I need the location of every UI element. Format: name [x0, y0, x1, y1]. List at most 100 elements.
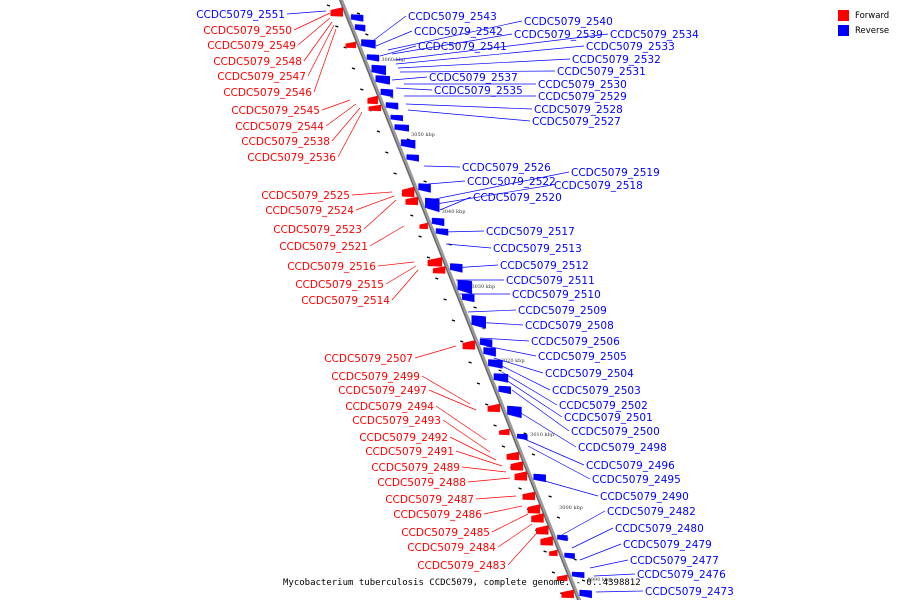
tick-label: 3000 kbp	[559, 505, 583, 511]
connector-line	[399, 70, 556, 73]
gene-label-ccdc5079-2530: CCDC5079_2530	[538, 79, 627, 91]
gene-highlight	[433, 273, 446, 276]
label-connectors	[286, 10, 644, 593]
tick-dash	[518, 487, 522, 490]
gene-label-ccdc5079-2538: CCDC5079_2538	[241, 136, 330, 148]
gene-label-ccdc5079-2523: CCDC5079_2523	[273, 224, 362, 236]
forward-gene-block	[368, 104, 382, 112]
connector-line	[385, 265, 417, 285]
reverse-gene-block	[461, 293, 475, 303]
gene-label-ccdc5079-2528: CCDC5079_2528	[534, 104, 623, 116]
gene-highlight	[330, 15, 343, 19]
tick-label: 2990 kbp	[588, 577, 612, 583]
gene-label-ccdc5079-2550: CCDC5079_2550	[203, 25, 292, 37]
gene-highlight	[507, 414, 522, 420]
gene-label-ccdc5079-2517: CCDC5079_2517	[486, 226, 575, 238]
connector-line	[428, 389, 477, 411]
gene-label-ccdc5079-2514: CCDC5079_2514	[301, 295, 390, 307]
gene-label-ccdc5079-2547: CCDC5079_2547	[217, 71, 306, 83]
forward-gene-block	[499, 428, 510, 436]
gene-highlight	[531, 521, 544, 525]
gene-label-ccdc5079-2484: CCDC5079_2484	[407, 542, 496, 554]
tick-dash	[460, 340, 464, 343]
forward-gene-block	[405, 196, 418, 206]
gene-label-ccdc5079-2510: CCDC5079_2510	[512, 289, 601, 301]
gene-label-ccdc5079-2529: CCDC5079_2529	[538, 91, 627, 103]
gene-label-ccdc5079-2537: CCDC5079_2537	[429, 72, 518, 84]
forward-gene-block	[367, 95, 378, 105]
connector-line	[479, 337, 530, 342]
gene-label-ccdc5079-2512: CCDC5079_2512	[500, 260, 589, 272]
tick-dash	[451, 319, 456, 322]
gene-label-ccdc5079-2480: CCDC5079_2480	[615, 523, 704, 535]
gene-label-ccdc5079-2506: CCDC5079_2506	[531, 336, 620, 348]
gene-label-ccdc5079-2521: CCDC5079_2521	[279, 241, 368, 253]
connector-line	[442, 419, 491, 453]
gene-label-ccdc5079-2531: CCDC5079_2531	[557, 66, 646, 78]
tick-label: 3030 kbp	[471, 284, 495, 290]
connector-line	[589, 559, 629, 569]
legend-item-forward: Forward	[838, 8, 889, 23]
tick-dash	[410, 214, 414, 217]
tick-label: 3010 kbp	[530, 432, 554, 438]
connector-line	[511, 389, 570, 432]
reverse-gene-block	[431, 217, 445, 227]
connector-line	[485, 345, 537, 357]
connector-line	[475, 495, 517, 500]
gene-label-ccdc5079-2502: CCDC5079_2502	[559, 400, 648, 412]
gene-label-ccdc5079-2541: CCDC5079_2541	[418, 41, 507, 53]
connector-line	[375, 30, 413, 47]
gene-label-ccdc5079-2534: CCDC5079_2534	[610, 29, 699, 41]
gene-highlight	[557, 580, 568, 583]
connector-line	[423, 165, 461, 168]
tick-dash	[393, 172, 397, 175]
forward-gene-block	[432, 266, 446, 274]
tick-dash	[498, 369, 502, 372]
reverse-gene-block	[394, 124, 410, 132]
connector-line	[533, 477, 599, 497]
gene-label-ccdc5079-2548: CCDC5079_2548	[213, 56, 302, 68]
connector-line	[421, 375, 471, 405]
gene-label-ccdc5079-2489: CCDC5079_2489	[371, 462, 460, 474]
forward-gene-block	[557, 574, 568, 582]
connector-line	[461, 466, 507, 473]
gene-highlight	[462, 299, 475, 304]
forward-gene-block	[510, 461, 524, 471]
gene-label-ccdc5079-2485: CCDC5079_2485	[401, 527, 490, 539]
tick-dash	[523, 432, 527, 435]
tick-dash	[556, 516, 561, 519]
connector-line	[391, 33, 513, 55]
connector-line	[303, 21, 333, 62]
tick-dash	[476, 382, 481, 385]
gene-highlight	[351, 19, 364, 24]
connector-line	[445, 243, 492, 249]
tick-dash	[501, 445, 506, 448]
tick-dash	[493, 424, 497, 427]
backbone-edge	[339, 0, 579, 600]
gene-label-ccdc5079-2495: CCDC5079_2495	[592, 474, 681, 486]
tick-dash	[443, 298, 447, 301]
reverse-gene-block	[493, 373, 509, 383]
connector-line	[313, 28, 337, 93]
connector-line	[321, 99, 351, 111]
connector-line	[307, 24, 335, 77]
gene-highlight	[499, 434, 510, 437]
gene-highlight	[488, 365, 503, 371]
connector-line	[395, 45, 585, 65]
forward-gene-block	[514, 471, 528, 481]
gene-label-ccdc5079-2487: CCDC5079_2487	[385, 494, 474, 506]
connector-line	[443, 230, 485, 233]
connector-line	[493, 357, 544, 374]
reverse-gene-block	[375, 75, 390, 85]
tick-dash	[376, 130, 381, 133]
reverse-gene-block	[385, 102, 399, 110]
backbone-line	[338, 0, 582, 600]
tick-dash	[423, 180, 427, 183]
reverse-swatch-icon	[838, 25, 849, 36]
connector-line	[579, 543, 622, 561]
reverse-gene-block	[380, 88, 394, 98]
gene-label-ccdc5079-2499: CCDC5079_2499	[331, 371, 420, 383]
connector-line	[451, 264, 499, 269]
